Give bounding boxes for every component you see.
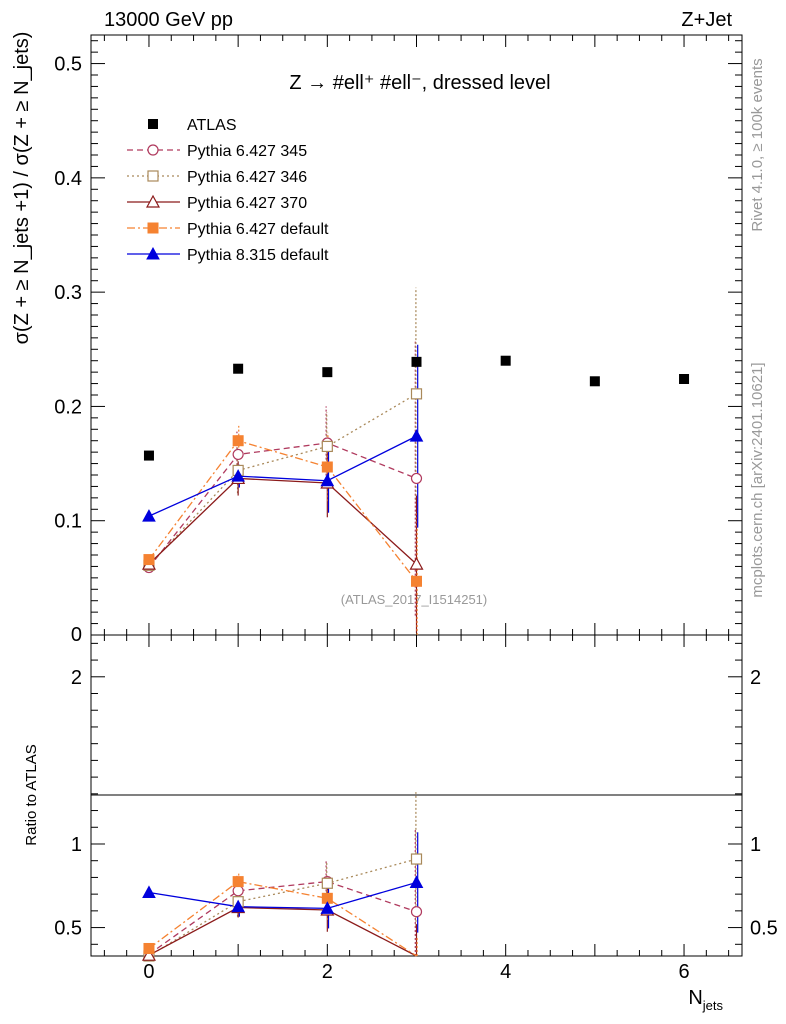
series-ratio-point — [321, 877, 333, 889]
legend-label: ATLAS — [187, 117, 237, 134]
y-tick-label: 0.2 — [54, 396, 82, 418]
legend-label: Pythia 6.427 default — [187, 221, 329, 238]
series-line — [148, 442, 417, 568]
legend-marker — [147, 170, 159, 182]
ratio-tick-label-right: 2 — [750, 667, 761, 689]
ratio-tick-label: 2 — [71, 667, 82, 689]
legend-marker — [147, 144, 159, 156]
x-tick-label: 0 — [143, 961, 154, 983]
series-ratio-line — [148, 880, 417, 957]
ratio-y-axis-title: Ratio to ATLAS — [23, 744, 40, 845]
legend-label: Pythia 8.315 default — [187, 247, 329, 264]
series-ratio-line — [148, 858, 417, 957]
ratio-tick-label: 0.5 — [54, 918, 82, 940]
y-tick-label: 0.3 — [54, 282, 82, 304]
legend-label: Pythia 6.427 346 — [187, 169, 307, 186]
series-point — [409, 429, 424, 442]
y-tick-label: 0.4 — [54, 168, 82, 190]
legend-label: Pythia 6.427 370 — [187, 195, 307, 212]
series-ratio-point — [409, 875, 424, 888]
series-point — [231, 469, 245, 482]
legend-marker — [145, 194, 161, 208]
series-ratio-point — [143, 942, 155, 954]
series-line — [148, 393, 417, 566]
chart-title: Z → #ell⁺ #ell⁻, dressed level — [289, 72, 550, 94]
y-axis-title: σ(Z + ≥ N_jets +1) / σ(Z + ≥ N_jets) — [11, 32, 33, 345]
series-point — [411, 575, 422, 587]
atlas-point — [233, 363, 244, 374]
atlas-point — [679, 374, 690, 384]
atlas-point — [411, 356, 422, 367]
y-tick-label: 0.5 — [54, 54, 82, 76]
atlas-point — [143, 450, 154, 461]
header-right: Z+Jet — [681, 9, 732, 31]
series-point — [142, 509, 156, 522]
series-ratio-line — [148, 880, 417, 955]
series-point — [321, 461, 333, 473]
series-ratio-point — [232, 876, 244, 888]
series-ratio-line — [148, 906, 417, 957]
legend: ATLAS Pythia 6.427 345 Pythia 6.427 346 Pyt… — [127, 117, 329, 264]
series-point — [320, 473, 335, 487]
legend-marker — [147, 222, 159, 234]
x-axis-title-main: N — [688, 987, 702, 1009]
legend-label: Pythia 6.427 345 — [187, 143, 307, 160]
series-point — [409, 556, 424, 570]
series-line — [148, 439, 418, 582]
series-ratio-point — [410, 853, 423, 865]
series-point — [143, 554, 155, 566]
series-point — [232, 448, 244, 461]
rivet-label: Rivet 4.1.0, ≥ 100k events — [749, 58, 766, 231]
watermark: (ATLAS_2017_I1514251) — [341, 592, 487, 607]
ratio-tick-label-right: 0.5 — [750, 918, 778, 940]
series-point — [410, 472, 423, 485]
series-line — [148, 435, 417, 517]
series-point — [410, 388, 423, 400]
series-ratio-point — [231, 899, 245, 913]
x-tick-label: 4 — [500, 961, 511, 983]
ratio-tick-label-right: 1 — [750, 834, 761, 856]
x-axis-title-sub: jets — [702, 998, 724, 1013]
series-ratio-line — [148, 881, 417, 910]
series-point — [321, 440, 333, 453]
header-left: 13000 GeV pp — [104, 9, 233, 31]
x-tick-label: 2 — [322, 961, 333, 983]
atlas-point — [322, 367, 333, 378]
atlas-point — [589, 376, 600, 387]
series-line — [148, 477, 417, 565]
y-tick-label: 0.1 — [54, 511, 82, 533]
atlas-point — [500, 355, 511, 366]
x-axis-title: Njets — [688, 987, 723, 1013]
series-ratio-point — [320, 901, 335, 914]
legend-marker — [148, 119, 158, 129]
series-ratio-point — [142, 885, 156, 898]
series-point — [232, 435, 244, 447]
series-ratio-point — [232, 885, 244, 897]
x-tick-label: 6 — [678, 961, 689, 983]
mcplots-label: mcplots.cern.ch [arXiv:2401.10621] — [749, 362, 766, 597]
series-ratio-point — [410, 906, 423, 918]
series-ratio-point — [141, 947, 156, 961]
y-tick-label-zero: 0 — [71, 624, 82, 646]
ratio-tick-label: 1 — [71, 834, 82, 856]
legend-marker — [146, 246, 160, 260]
